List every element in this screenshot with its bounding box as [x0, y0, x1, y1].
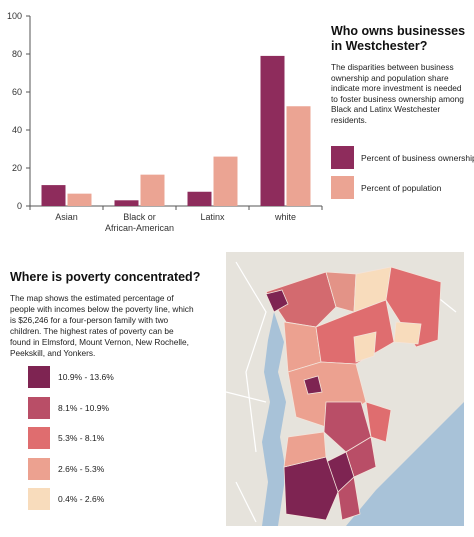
x-tick-label: Latinx — [200, 212, 225, 222]
poverty-legend-label: 8.1% - 10.9% — [58, 402, 110, 413]
bar-population — [286, 106, 311, 206]
legend-label-population: Percent of population — [361, 183, 442, 193]
x-tick-label: Asian — [55, 212, 78, 222]
y-tick-label: 60 — [12, 87, 22, 97]
legend-item-business: Percent of business ownership — [331, 146, 474, 170]
poverty-swatch — [28, 427, 50, 449]
long-island-sound — [346, 402, 464, 526]
legend-swatch-population — [331, 176, 354, 199]
poverty-map — [226, 252, 464, 526]
poverty-legend-label: 0.4% - 2.6% — [58, 494, 105, 504]
business-description: The disparities between business ownersh… — [331, 62, 464, 125]
region-north — [265, 271, 337, 328]
y-tick-label: 80 — [12, 49, 22, 59]
poverty-legend-item: 0.4% - 2.6% — [28, 488, 198, 510]
region-elmsford — [303, 375, 323, 395]
poverty-legend-label: 5.3% - 8.1% — [58, 433, 105, 443]
poverty-legend-label: 2.6% - 5.3% — [58, 463, 105, 474]
region-east-inner — [393, 321, 422, 345]
region-southwest — [283, 431, 327, 468]
y-tick-label: 100 — [7, 11, 22, 21]
poverty-swatch — [28, 396, 50, 419]
poverty-legend-item: 8.1% - 10.9% — [28, 396, 198, 419]
bar-business — [260, 55, 285, 207]
bar-population — [140, 174, 165, 206]
bar-business — [187, 191, 212, 206]
region-south-tip — [337, 476, 361, 521]
y-tick-label: 40 — [12, 125, 22, 135]
map-regions — [265, 266, 442, 521]
poverty-swatch — [28, 366, 50, 388]
x-tick-label: white — [274, 212, 296, 222]
region-peekskill — [265, 289, 289, 313]
y-tick-label: 0 — [17, 201, 22, 211]
region-east — [385, 266, 442, 348]
legend-item-population: Percent of population — [331, 176, 471, 200]
bar-chart: 0 20 40 60 80 100 Asian Black orAfrican-America… — [7, 11, 323, 233]
region-center-light — [353, 331, 377, 363]
y-tick-label: 20 — [12, 163, 22, 173]
poverty-legend: 10.9% - 13.6% 8.1% - 10.9% 5.3% - 8.1% 2… — [28, 366, 198, 519]
poverty-legend-item: 2.6% - 5.3% — [28, 457, 198, 480]
x-tick-label: African-American — [105, 223, 174, 233]
bar-population — [213, 156, 238, 206]
x-tick-label: Black or — [123, 212, 156, 222]
poverty-swatch — [28, 488, 50, 510]
region-south-east — [365, 401, 392, 443]
poverty-description: The map shows the estimated percentage o… — [10, 293, 194, 358]
poverty-legend-item: 10.9% - 13.6% — [28, 366, 198, 388]
legend-label-business: Percent of business ownership — [361, 153, 474, 163]
poverty-legend-label: 10.9% - 13.6% — [58, 372, 114, 382]
map-svg — [226, 261, 464, 526]
poverty-legend-item: 5.3% - 8.1% — [28, 427, 198, 449]
poverty-swatch — [28, 457, 50, 480]
bar-business — [41, 185, 66, 206]
hudson-river — [262, 312, 286, 526]
bar-population — [67, 193, 92, 206]
bar-business — [114, 200, 139, 206]
legend-swatch-business — [331, 146, 354, 169]
poverty-title: Where is poverty concentrated? — [10, 270, 201, 284]
business-title: Who owns businesses in Westchester? — [331, 24, 466, 53]
chart-legend: Percent of business ownership Percent of… — [331, 146, 474, 206]
